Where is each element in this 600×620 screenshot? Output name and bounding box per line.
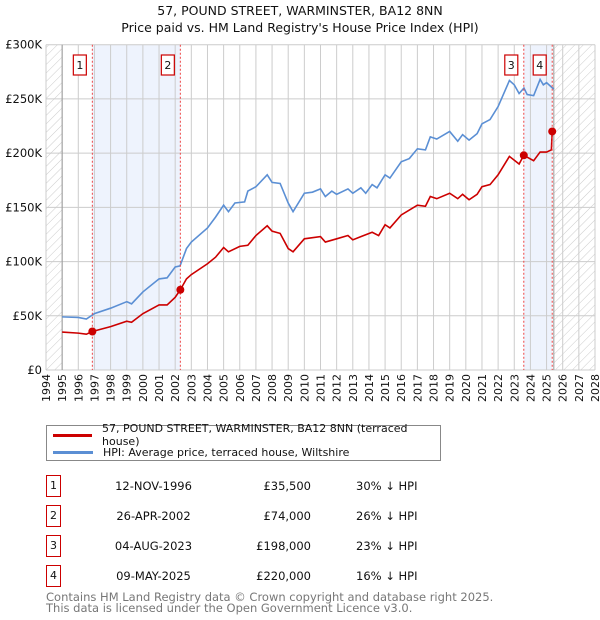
sale-price: £74,000 [263,509,311,523]
x-tick-label: 2016 [395,374,408,402]
sale-hpi-diff: 26% ↓ HPI [356,509,418,523]
x-tick-label: 2017 [411,374,424,402]
legend-swatch-red [53,433,93,437]
sale-price: £35,500 [263,479,311,493]
y-tick-label: £250K [5,92,42,106]
x-tick-label: 2008 [266,374,279,402]
x-tick-label: 2011 [315,374,328,402]
sale-marker-box: 3 [46,535,61,557]
sale-marker-box [160,54,175,76]
sale-price: £220,000 [256,569,311,583]
x-tick-label: 2005 [218,374,231,402]
x-tick-label: 2023 [508,374,521,402]
x-tick-label: 2002 [169,374,182,402]
sale-hpi-diff: 23% ↓ HPI [356,539,418,553]
sale-marker-box [72,54,87,76]
price-paid-line [62,130,554,336]
price-chart: 1 2 3 4 1994 1995 1996 1997 1998 1999 2000 2001 2002… [5,38,600,402]
y-tick-label: £150K [5,200,42,214]
chart-subtitle: Price paid vs. HM Land Registry's House … [121,20,479,35]
x-tick-label: 2013 [347,374,360,402]
sale-point [548,127,557,136]
sale-marker-box: 2 [46,505,61,527]
x-tick-label: 2019 [444,374,457,402]
sale-row: 2 26-APR-2002 £74,000 26% ↓ HPI [46,505,446,527]
legend: 57, POUND STREET, WARMINSTER, BA12 8NN (… [46,422,441,461]
x-tick-label: 2014 [363,374,376,402]
x-tick-label: 1998 [105,374,118,402]
x-tick-label: 2000 [137,374,150,402]
x-tick-label: 1995 [56,374,69,402]
x-tick-label: 2003 [185,374,198,402]
sale-marker-number: 1 [76,59,83,72]
x-tick-label: 2026 [557,374,570,402]
x-tick-label: 2028 [589,374,600,402]
y-tick-label: £200K [5,146,42,160]
legend-item-property: 57, POUND STREET, WARMINSTER, BA12 8NN (… [53,422,440,448]
sale-marker-number: 4 [536,59,543,72]
sale-marker-box: 4 [46,565,61,587]
sale-point [88,327,97,336]
x-tick-label: 2018 [428,374,441,402]
x-tick-label: 2025 [541,374,554,402]
footer-licence: This data is licensed under the Open Gov… [46,601,413,615]
chart-title: 57, POUND STREET, WARMINSTER, BA12 8NN [157,3,443,18]
x-tick-label: 2020 [460,374,473,402]
x-tick-label: 2022 [492,374,505,402]
x-tick-label: 2027 [573,374,586,402]
sale-date: 26-APR-2002 [116,509,191,523]
hpi-line [62,77,555,320]
x-tick-label: 2001 [153,374,166,402]
sale-date: 12-NOV-1996 [115,479,192,493]
sale-marker-number: 3 [508,59,515,72]
x-tick-label: 2012 [331,374,344,402]
x-tick-label: 2009 [282,374,295,402]
legend-label: HPI: Average price, terraced house, Wilt… [103,445,350,459]
x-tick-label: 1994 [40,374,53,402]
x-tick-label: 2007 [250,374,263,402]
sale-row: 4 09-MAY-2025 £220,000 16% ↓ HPI [46,565,446,587]
y-tick-label: £300K [5,38,42,52]
legend-item-hpi: HPI: Average price, terraced house, Wilt… [53,444,349,460]
x-tick-label: 1999 [121,374,134,402]
sale-hpi-diff: 16% ↓ HPI [356,569,418,583]
sale-marker-box: 1 [46,475,61,497]
x-tick-label: 2024 [524,374,537,402]
x-tick-label: 2010 [298,374,311,402]
sale-date: 09-MAY-2025 [116,569,191,583]
sale-marker-box [504,54,519,76]
legend-label: 57, POUND STREET, WARMINSTER, BA12 8NN (… [102,422,408,448]
sale-row: 1 12-NOV-1996 £35,500 30% ↓ HPI [46,475,446,497]
x-tick-label: 1996 [72,374,85,402]
x-tick-label: 2021 [476,374,489,402]
sale-point [176,285,185,294]
sale-row: 3 04-AUG-2023 £198,000 23% ↓ HPI [46,535,446,557]
y-tick-label: £100K [5,255,42,269]
sale-price: £198,000 [256,539,311,553]
x-tick-label: 2015 [379,374,392,402]
legend-swatch-blue [53,450,93,454]
x-tick-label: 2006 [234,374,247,402]
sale-marker-box [532,54,547,76]
y-tick-label: £50K [13,309,43,323]
footer-copyright: Contains HM Land Registry data © Crown c… [46,590,494,604]
x-tick-label: 2004 [201,374,214,402]
y-tick-label: £0 [27,363,42,377]
sale-point [519,151,528,160]
sale-marker-number: 2 [164,59,171,72]
sale-hpi-diff: 30% ↓ HPI [356,479,418,493]
sale-date: 04-AUG-2023 [114,539,193,553]
x-tick-label: 1997 [88,374,101,402]
